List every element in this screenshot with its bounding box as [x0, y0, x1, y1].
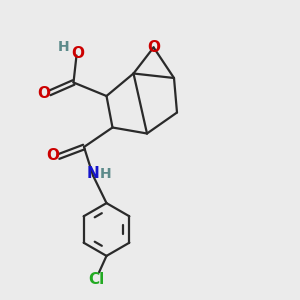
Text: H: H — [58, 40, 70, 54]
Text: O: O — [147, 40, 160, 55]
Text: N: N — [87, 167, 99, 182]
Text: O: O — [46, 148, 60, 164]
Text: Cl: Cl — [88, 272, 104, 286]
Text: H: H — [100, 167, 111, 181]
Text: O: O — [38, 85, 51, 100]
Text: O: O — [71, 46, 85, 62]
